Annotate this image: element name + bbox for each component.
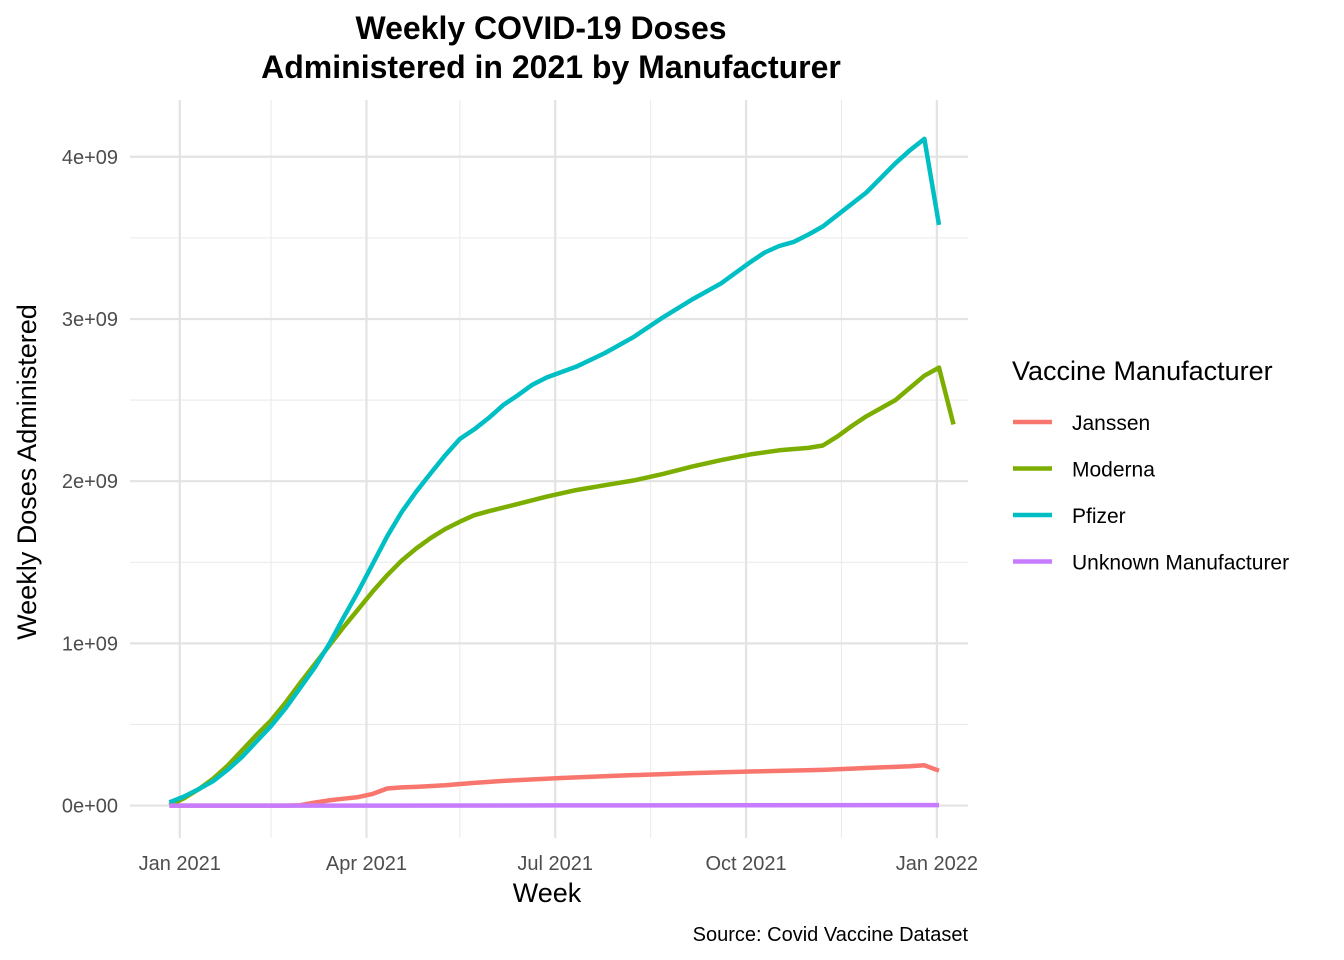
x-tick-label: Jul 2021 — [517, 853, 593, 875]
y-tick-label: 3e+09 — [62, 309, 118, 331]
x-tick-label: Apr 2021 — [326, 853, 407, 875]
x-axis-ticks: Jan 2021 Apr 2021 Jul 2021 Oct 2021 Jan 2022 — [139, 853, 978, 875]
x-axis-label: Week — [513, 878, 582, 908]
chart-title-line-2: Administered in 2021 by Manufacturer — [261, 49, 841, 85]
x-tick-label: Oct 2021 — [705, 853, 786, 875]
series-line-pfizer — [168, 136, 942, 805]
legend-items: Janssen Moderna Pfizer Unknown Manufacturer — [1013, 412, 1289, 575]
legend-label-janssen: Janssen — [1072, 412, 1150, 435]
caption: Source: Covid Vaccine Dataset — [693, 924, 969, 946]
legend-label-pfizer: Pfizer — [1072, 505, 1126, 528]
series-lines — [168, 136, 956, 808]
x-tick-label: Jan 2022 — [896, 853, 978, 875]
legend-title: Vaccine Manufacturer — [1012, 356, 1273, 386]
series-line-unknown-manufacturer — [169, 802, 940, 808]
legend-label-unknown-manufacturer: Unknown Manufacturer — [1072, 552, 1289, 575]
y-tick-label: 0e+00 — [62, 796, 118, 818]
legend: Vaccine Manufacturer Janssen Moderna Pfize… — [1012, 356, 1289, 575]
chart-title-line-1: Weekly COVID-19 Doses — [355, 10, 726, 46]
legend-label-moderna: Moderna — [1072, 459, 1155, 482]
y-axis-ticks: 0e+00 1e+09 2e+09 3e+09 4e+09 — [62, 147, 118, 818]
grid-lines — [130, 100, 968, 838]
y-tick-label: 4e+09 — [62, 147, 118, 169]
series-line-moderna — [168, 365, 956, 808]
y-axis-label: Weekly Doses Administered — [12, 304, 42, 640]
y-tick-label: 1e+09 — [62, 633, 118, 655]
x-tick-label: Jan 2021 — [139, 853, 221, 875]
y-tick-label: 2e+09 — [62, 471, 118, 493]
